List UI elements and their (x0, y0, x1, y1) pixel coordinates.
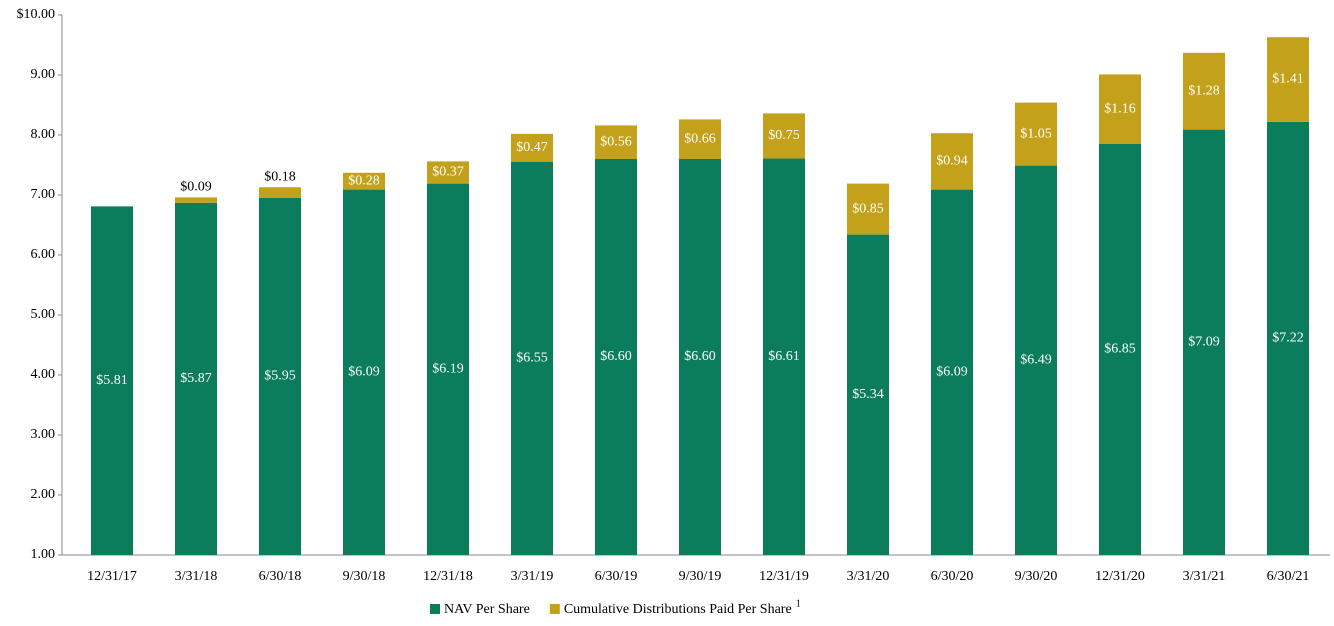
data-label: $6.61 (768, 349, 800, 364)
x-tick-label: 3/31/21 (1183, 569, 1226, 584)
x-tick-label: 3/31/18 (175, 569, 218, 584)
bar-segment (1267, 121, 1309, 556)
data-label: $0.85 (852, 201, 884, 216)
data-label: $0.47 (516, 140, 548, 155)
bar-segment (763, 113, 805, 159)
data-label: $7.22 (1272, 331, 1304, 346)
y-tick-label: 3.00 (31, 427, 56, 442)
data-label: $5.95 (264, 369, 296, 384)
bar-segment (1099, 74, 1141, 144)
x-tick-label: 3/31/19 (511, 569, 554, 584)
x-tick-label: 6/30/20 (931, 569, 974, 584)
legend-label: Cumulative Distributions Paid Per Share (564, 602, 792, 617)
data-label: $0.09 (180, 180, 212, 195)
x-tick-label: 6/30/18 (259, 569, 302, 584)
bar-segment (847, 183, 889, 235)
bar-segment (343, 189, 385, 555)
data-label: $0.18 (264, 169, 296, 184)
data-label: $5.34 (852, 387, 884, 402)
data-label: $0.28 (348, 173, 380, 188)
bar-segment (679, 119, 721, 159)
legend-swatch (430, 604, 440, 614)
bar-segment (1015, 165, 1057, 555)
data-label: $0.56 (600, 134, 632, 149)
bar-segment (259, 198, 301, 555)
bar-segment (1267, 37, 1309, 122)
y-tick-label: 8.00 (31, 127, 56, 142)
data-label: $6.85 (1104, 342, 1136, 357)
data-label: $7.09 (1188, 335, 1220, 350)
bar-segment (511, 162, 553, 555)
x-tick-label: 12/31/20 (1095, 569, 1145, 584)
legend-swatch (549, 604, 560, 614)
x-tick-label: 12/31/17 (87, 569, 137, 584)
y-tick-label: 4.00 (31, 367, 56, 382)
y-tick-label: $10.00 (17, 7, 56, 22)
y-tick-label: 6.00 (31, 247, 56, 262)
x-tick-label: 3/31/20 (847, 569, 890, 584)
data-label: $6.60 (684, 349, 716, 364)
y-tick-label: 5.00 (31, 307, 56, 322)
x-tick-label: 12/31/18 (423, 569, 473, 584)
bar-segment (259, 187, 301, 198)
data-label: $0.66 (684, 131, 716, 146)
x-tick-label: 12/31/19 (759, 569, 809, 584)
y-tick-label: 1.00 (31, 547, 56, 562)
data-label: $6.55 (516, 351, 548, 366)
bar-segment (595, 125, 637, 159)
data-label: $1.28 (1188, 83, 1220, 98)
y-tick-label: 2.00 (31, 487, 56, 502)
bar-segment (595, 159, 637, 555)
bar-segment (1099, 144, 1141, 555)
x-tick-label: 9/30/19 (679, 569, 722, 584)
data-label: $6.49 (1020, 353, 1052, 368)
data-label: $1.05 (1020, 126, 1052, 141)
data-label: $1.16 (1104, 101, 1136, 116)
bar-segment (91, 206, 133, 555)
bar-segment (427, 161, 469, 184)
data-label: $1.41 (1272, 72, 1304, 87)
bar-segment (931, 189, 973, 555)
bar-segment (679, 159, 721, 555)
legend-label: NAV Per Share (444, 602, 530, 617)
bar-segment (511, 133, 553, 162)
bar-segment (1015, 102, 1057, 166)
data-label: $5.81 (96, 373, 128, 388)
bar-segment (1183, 129, 1225, 555)
x-tick-label: 9/30/20 (1015, 569, 1058, 584)
data-label: $0.75 (768, 128, 800, 143)
bar-segment (1183, 52, 1225, 130)
data-label: $6.19 (432, 362, 464, 377)
legend-note: 1 (796, 598, 801, 609)
x-tick-label: 6/30/19 (595, 569, 638, 584)
bar-segment (343, 172, 385, 190)
data-label: $0.37 (432, 165, 464, 180)
data-label: $0.94 (936, 154, 968, 169)
bar-segment (175, 197, 217, 203)
y-tick-label: 9.00 (31, 67, 56, 82)
bar-segment (847, 234, 889, 555)
x-tick-label: 9/30/18 (343, 569, 386, 584)
data-label: $6.09 (348, 365, 380, 380)
y-tick-label: 7.00 (31, 187, 56, 202)
bar-segment (175, 202, 217, 556)
data-label: $6.09 (936, 365, 968, 380)
bar-segment (763, 158, 805, 555)
x-tick-label: 6/30/21 (1267, 569, 1310, 584)
data-label: $6.60 (600, 349, 632, 364)
bar-segment (427, 183, 469, 555)
data-label: $5.87 (180, 371, 212, 386)
bar-segment (931, 133, 973, 190)
